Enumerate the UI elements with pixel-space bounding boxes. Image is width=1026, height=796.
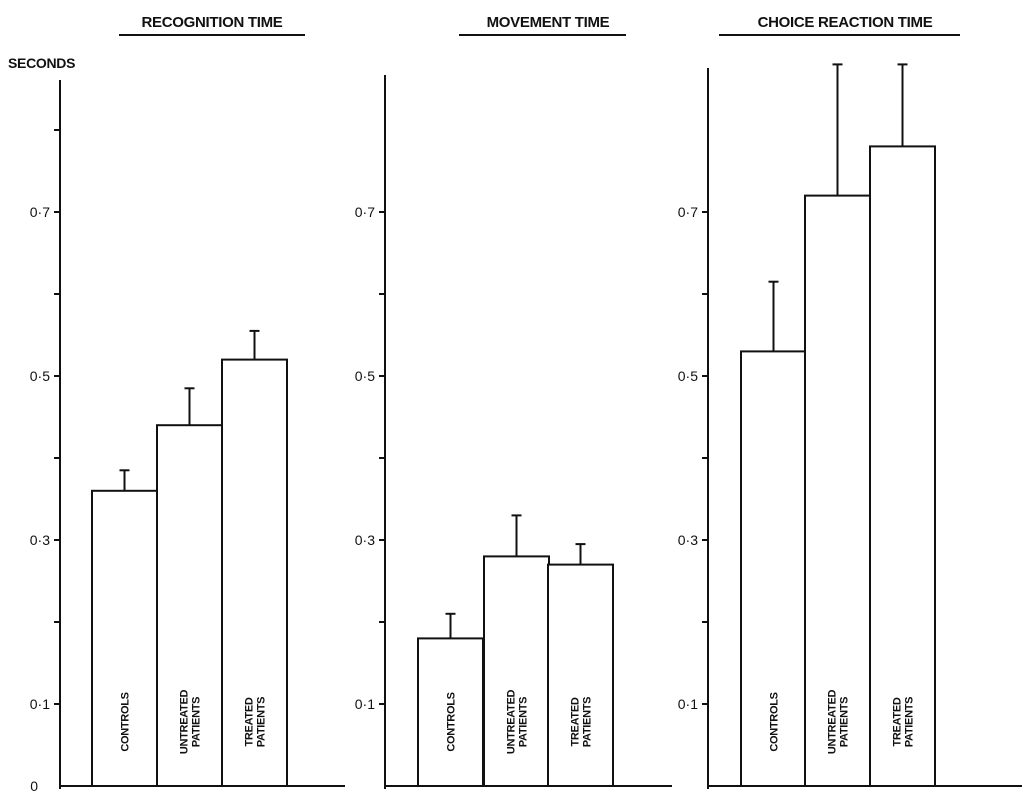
y-tick-label: 0·7 [30, 204, 50, 220]
chart-title: MOVEMENT TIME [487, 14, 610, 31]
y-tick-label: 0·1 [355, 696, 375, 712]
category-label: TREATEDPATIENTS [244, 697, 268, 747]
category-label-line: CONTROLS [446, 692, 458, 751]
category-label-line: PATIENTS [518, 697, 530, 747]
y-zero-label: 0 [30, 778, 38, 791]
category-label-line: TREATED [892, 697, 904, 746]
y-tick-label: 0·1 [30, 696, 50, 712]
chart-title: CHOICE REACTION TIME [758, 14, 933, 31]
category-label: CONTROLS [769, 692, 781, 751]
y-tick-label: 0·7 [355, 204, 375, 220]
category-label-line: CONTROLS [769, 692, 781, 751]
bar [221, 358, 288, 787]
category-label-line: TREATED [570, 697, 582, 746]
y-tick-label: 0·1 [678, 696, 698, 712]
category-label-line: UNTREATED [179, 689, 191, 754]
category-label-line: PATIENTS [839, 697, 851, 747]
category-label-line: CONTROLS [120, 692, 132, 751]
bar [869, 145, 936, 787]
bar [483, 555, 550, 788]
chart-title: RECOGNITION TIME [141, 14, 282, 31]
y-tick-label: 0·5 [678, 368, 698, 384]
category-label-line: TREATED [244, 697, 256, 746]
category-label: TREATEDPATIENTS [892, 697, 916, 747]
y-tick-label: 0·3 [678, 532, 698, 548]
category-label: UNTREATEDPATIENTS [827, 689, 851, 754]
category-label-line: UNTREATED [506, 689, 518, 754]
bar [547, 563, 614, 787]
category-label: CONTROLS [120, 692, 132, 751]
y-tick-label: 0·7 [678, 204, 698, 220]
category-label-line: PATIENTS [582, 697, 594, 747]
category-label: CONTROLS [446, 692, 458, 751]
y-tick-label: 0·5 [355, 368, 375, 384]
category-label-line: UNTREATED [827, 689, 839, 754]
y-tick-label: 0·5 [30, 368, 50, 384]
y-tick-label: 0·3 [355, 532, 375, 548]
y-axis-label: SECONDS [8, 55, 75, 71]
bar [417, 637, 484, 788]
category-label: TREATEDPATIENTS [570, 697, 594, 747]
bar [91, 489, 158, 787]
y-tick-label: 0·3 [30, 532, 50, 548]
category-label-line: PATIENTS [904, 697, 916, 747]
category-label-line: PATIENTS [191, 697, 203, 747]
category-label: UNTREATEDPATIENTS [179, 689, 203, 754]
category-label-line: PATIENTS [256, 697, 268, 747]
bar [156, 424, 223, 787]
category-label: UNTREATEDPATIENTS [506, 689, 530, 754]
